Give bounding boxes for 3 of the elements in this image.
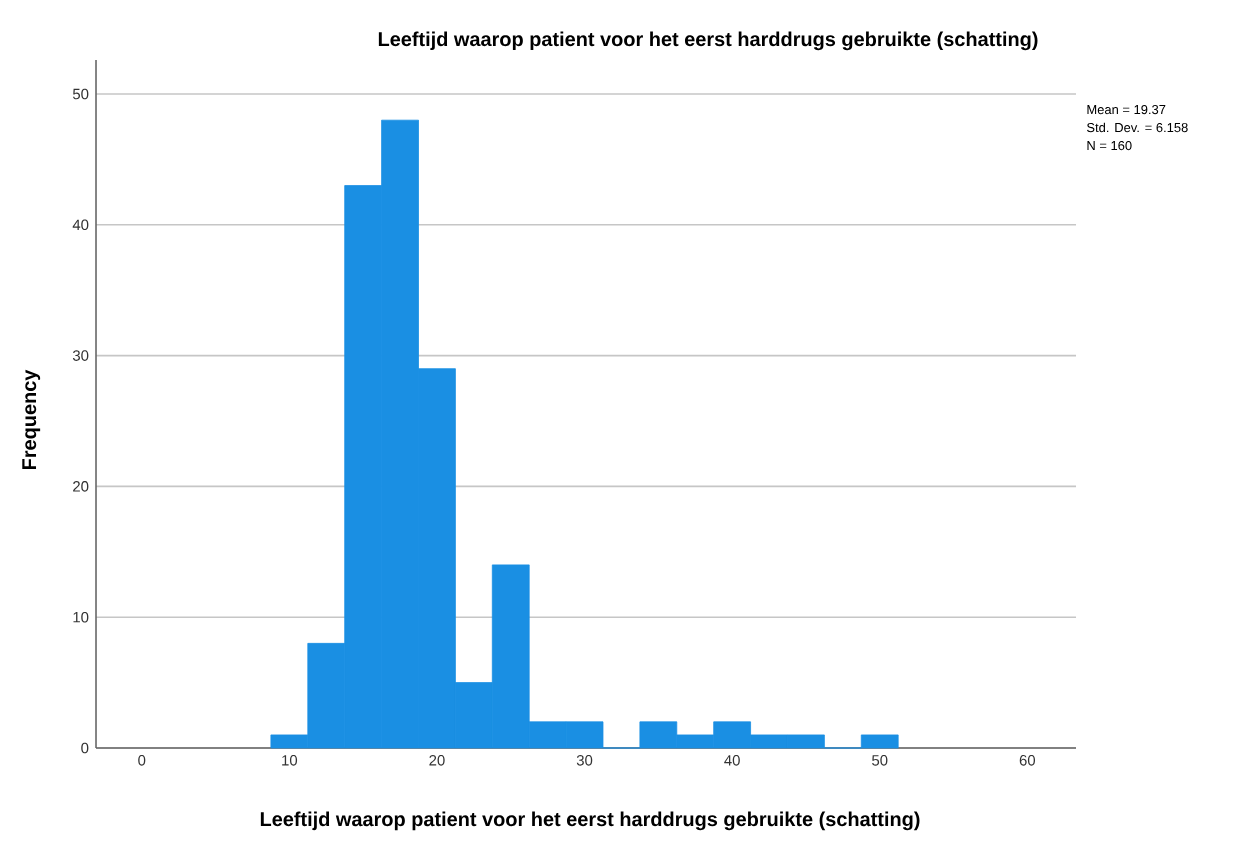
chart-title: Leeftijd waarop patient voor het eerst harddrugs gebruikte (schatting) bbox=[378, 31, 1038, 51]
x-axis-title: Leeftijd waarop patient voor het eerst harddrugs gebruikte (schatting) bbox=[260, 811, 920, 831]
y-axis-title: Frequency bbox=[22, 369, 41, 470]
